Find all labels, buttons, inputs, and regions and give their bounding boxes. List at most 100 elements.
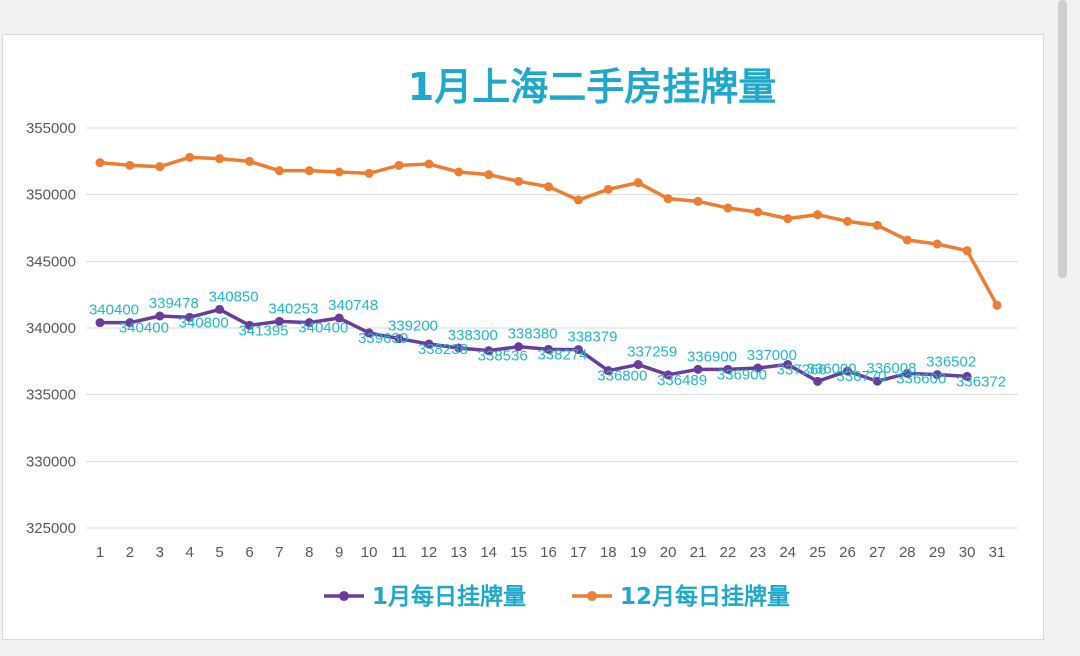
x-tick-label: 24 bbox=[779, 544, 796, 561]
data-point bbox=[185, 152, 195, 162]
data-label: 339200 bbox=[388, 318, 438, 335]
data-label: 340400 bbox=[119, 320, 169, 337]
gridlines bbox=[86, 127, 1018, 529]
data-point bbox=[394, 160, 404, 170]
data-point bbox=[125, 160, 135, 170]
data-point bbox=[902, 235, 912, 245]
data-label: 336008 bbox=[866, 360, 916, 377]
data-label: 339478 bbox=[149, 295, 199, 312]
x-tick-label: 27 bbox=[869, 544, 886, 561]
data-point bbox=[992, 300, 1002, 310]
data-point bbox=[962, 371, 972, 381]
data-point bbox=[603, 366, 613, 376]
data-point bbox=[155, 162, 165, 172]
x-tick-label: 29 bbox=[929, 544, 946, 561]
data-point bbox=[962, 246, 972, 256]
data-label: 340253 bbox=[268, 300, 318, 317]
data-point bbox=[245, 320, 254, 330]
x-tick-label: 31 bbox=[989, 544, 1006, 561]
data-label: 340400 bbox=[298, 320, 348, 337]
data-point bbox=[663, 370, 673, 380]
x-tick-label: 21 bbox=[690, 544, 707, 561]
data-point bbox=[693, 364, 703, 374]
y-tick-label: 325000 bbox=[26, 520, 76, 537]
data-point bbox=[454, 167, 464, 177]
data-point bbox=[155, 311, 165, 321]
data-point bbox=[872, 376, 882, 386]
data-label: 338380 bbox=[508, 326, 558, 343]
data-label: 336900 bbox=[717, 366, 767, 383]
data-label: 336800 bbox=[597, 368, 647, 385]
data-point bbox=[514, 176, 524, 186]
x-tick-label: 11 bbox=[391, 544, 407, 561]
data-point bbox=[364, 168, 374, 178]
data-point bbox=[872, 220, 882, 230]
legend-marker bbox=[587, 591, 597, 601]
data-point bbox=[424, 339, 434, 349]
x-tick-label: 3 bbox=[156, 544, 164, 561]
data-label: 336770 bbox=[836, 368, 886, 385]
chart-card bbox=[2, 34, 1044, 640]
data-label: 336489 bbox=[657, 372, 707, 389]
data-point bbox=[514, 342, 524, 352]
data-point bbox=[304, 318, 314, 328]
scrollbar[interactable] bbox=[1058, 0, 1067, 278]
data-point bbox=[215, 304, 225, 314]
x-tick-label: 6 bbox=[245, 544, 253, 561]
data-label: 337266 bbox=[777, 361, 827, 378]
x-tick-label: 28 bbox=[899, 544, 916, 561]
data-point bbox=[753, 363, 763, 373]
data-label: 340748 bbox=[328, 297, 378, 314]
y-tick-label: 335000 bbox=[26, 387, 76, 404]
x-tick-label: 19 bbox=[630, 544, 647, 561]
legend: 1月每日挂牌量 12月每日挂牌量 bbox=[324, 583, 790, 610]
x-tick-label: 23 bbox=[749, 544, 766, 561]
x-tick-label: 1 bbox=[96, 544, 104, 561]
chart-title-highlight: 1 bbox=[408, 65, 434, 109]
data-point bbox=[783, 214, 793, 224]
data-labels: 3404003404003394783408003408503413953402… bbox=[89, 288, 1006, 390]
data-label: 338536 bbox=[478, 348, 528, 365]
data-point bbox=[95, 318, 105, 328]
data-point bbox=[843, 216, 852, 226]
chart-title-rest: 月上海二手房挂牌量 bbox=[434, 65, 776, 109]
data-point bbox=[424, 159, 434, 169]
data-point bbox=[125, 318, 135, 328]
data-point bbox=[245, 156, 254, 166]
series-line-1 bbox=[99, 155, 999, 307]
legend-label: 1月每日挂牌量 bbox=[372, 583, 526, 610]
x-tick-label: 2 bbox=[126, 544, 134, 561]
data-point bbox=[723, 203, 733, 213]
x-tick-label: 7 bbox=[275, 544, 283, 561]
data-point bbox=[334, 313, 344, 323]
data-point bbox=[633, 360, 643, 370]
data-point bbox=[544, 344, 553, 354]
y-tick-label: 355000 bbox=[26, 120, 76, 137]
data-point bbox=[544, 182, 553, 192]
series-group bbox=[95, 152, 1002, 386]
data-label: 338379 bbox=[567, 329, 617, 346]
data-point bbox=[274, 316, 284, 326]
data-point bbox=[364, 328, 374, 338]
data-label: 341395 bbox=[238, 322, 288, 339]
data-point bbox=[573, 345, 583, 355]
x-tick-label: 12 bbox=[421, 544, 438, 561]
data-point bbox=[902, 368, 912, 378]
data-label: 337000 bbox=[747, 347, 797, 364]
x-tick-label: 26 bbox=[839, 544, 856, 561]
data-point bbox=[185, 312, 195, 322]
data-point bbox=[932, 239, 942, 249]
y-axis: 325000 330000 335000 340000 345000 350000 3550… bbox=[26, 120, 76, 537]
data-point bbox=[274, 166, 284, 176]
data-point bbox=[215, 154, 225, 164]
data-label: 338274 bbox=[537, 346, 587, 363]
data-point bbox=[484, 170, 494, 180]
x-tick-label: 14 bbox=[480, 544, 497, 561]
data-label: 336372 bbox=[956, 373, 1006, 390]
x-tick-label: 22 bbox=[720, 544, 737, 561]
x-axis: 1 2 3 4 5 6 7 8 9 10 11 12 13 14 15 16 17 18 19 20 21 22 23 24 2… bbox=[96, 544, 1006, 561]
x-tick-label: 30 bbox=[959, 544, 976, 561]
data-point bbox=[603, 184, 613, 194]
data-point bbox=[484, 346, 494, 356]
